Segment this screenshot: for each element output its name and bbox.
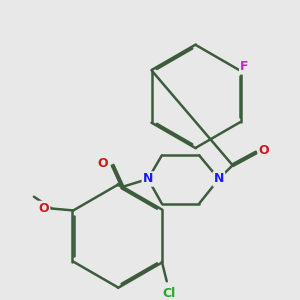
- Text: Cl: Cl: [162, 286, 175, 300]
- Text: O: O: [38, 202, 49, 215]
- Text: O: O: [98, 157, 108, 170]
- Text: N: N: [214, 172, 224, 185]
- Text: N: N: [143, 172, 153, 185]
- Text: F: F: [240, 60, 249, 74]
- Text: O: O: [259, 144, 269, 157]
